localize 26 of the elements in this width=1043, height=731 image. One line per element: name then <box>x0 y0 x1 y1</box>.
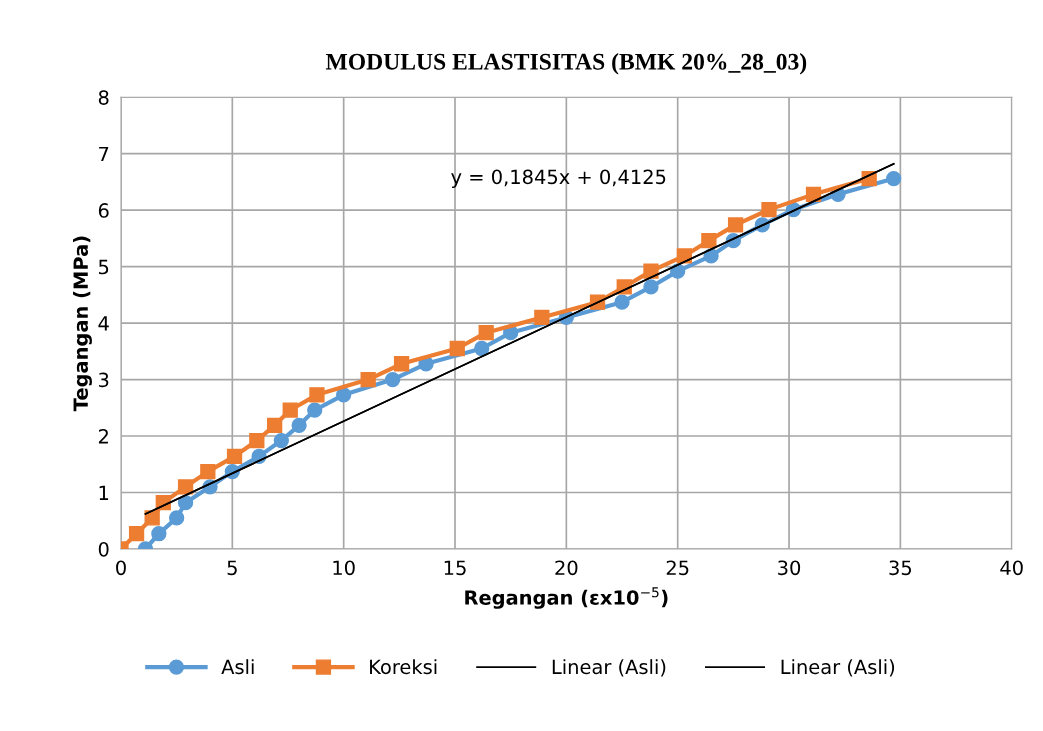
y-tick-label: 5 <box>99 259 109 275</box>
x-tick-label: 30 <box>778 560 801 576</box>
x-tick-label: 5 <box>227 560 237 576</box>
y-tick-label: 3 <box>98 372 109 388</box>
x-tick-label: 15 <box>444 560 466 576</box>
y-tick-label: 7 <box>99 146 109 162</box>
y-tick-label: 4 <box>98 316 109 331</box>
x-tick-label: 35 <box>889 560 912 576</box>
legend-label: Linear (Asli) <box>781 659 895 677</box>
y-tick-label: 1 <box>99 485 109 500</box>
y-tick-label: 6 <box>98 203 109 218</box>
x-axis-title: Regangan (εx10$^{−5}$) <box>465 587 668 609</box>
y-tick-label: 2 <box>98 429 108 444</box>
legend-label: Asli <box>221 659 254 675</box>
y-tick-label: 0 <box>98 541 109 557</box>
y-axis-title: Tegangan (MPa) <box>73 236 92 412</box>
y-tick-label: 8 <box>98 90 109 105</box>
x-tick-label: 25 <box>666 560 689 576</box>
legend-label: Koreksi <box>370 659 437 675</box>
x-tick-label: 10 <box>333 560 355 576</box>
x-tick-label: 0 <box>116 560 126 576</box>
x-tick-label: 20 <box>555 560 578 576</box>
annotation: y = 0,1845x + 0,4125 <box>451 169 666 188</box>
chart-title: MODULUS ELASTISITAS (BMK 20%_28_03) <box>325 53 807 75</box>
legend-label: Linear (Asli) <box>552 659 666 677</box>
x-tick-label: 40 <box>1000 560 1023 576</box>
